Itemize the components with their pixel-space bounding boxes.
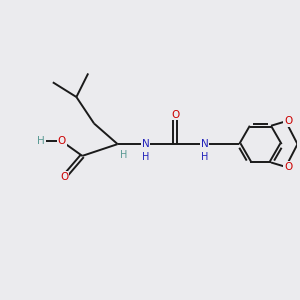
Text: O: O (284, 162, 292, 172)
Text: O: O (61, 172, 69, 182)
Text: H: H (201, 152, 208, 162)
Text: N: N (201, 139, 208, 149)
Text: O: O (171, 110, 179, 120)
Text: H: H (37, 136, 45, 146)
Text: O: O (58, 136, 66, 146)
Text: N: N (142, 139, 149, 149)
Text: O: O (284, 116, 292, 126)
Text: H: H (120, 150, 127, 160)
Text: H: H (142, 152, 149, 162)
